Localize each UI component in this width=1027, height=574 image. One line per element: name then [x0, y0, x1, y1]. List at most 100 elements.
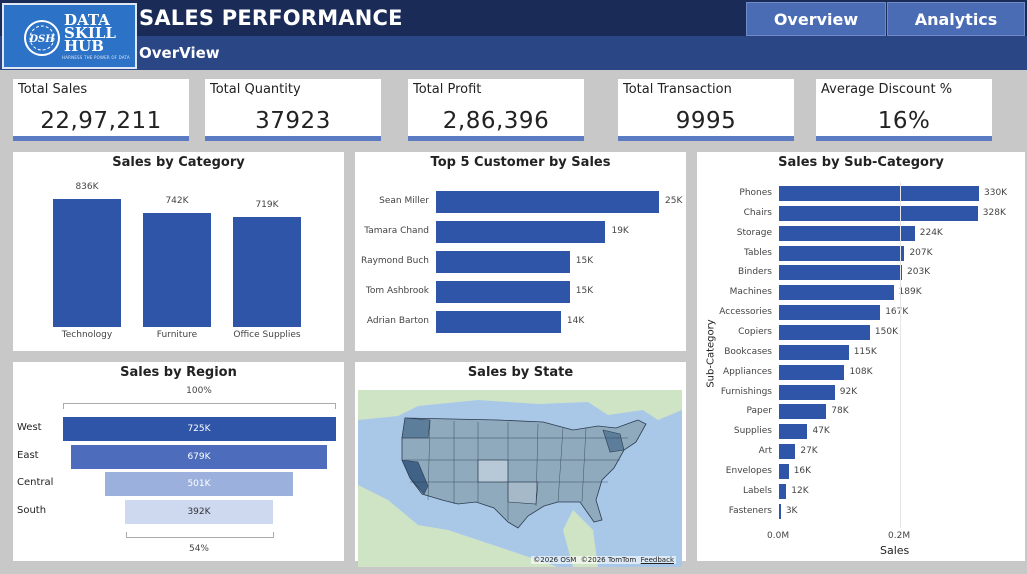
customer-name-label: Tamara Chand — [364, 226, 429, 236]
map-feedback-link[interactable]: Feedback — [640, 556, 674, 564]
sales-by-state-map-panel[interactable]: Sales by State ©2026 OSM ©20 — [355, 362, 686, 567]
bar-data-label: 15K — [575, 256, 594, 266]
sales-by-subcategory-chart[interactable]: Sales by Sub-Category Phones 330K Chairs 32… — [697, 152, 1025, 561]
region-name-label: West — [17, 422, 42, 433]
nav-overview-button[interactable]: Overview — [746, 2, 886, 36]
kpi-card-total-transaction: Total Transaction 9995 — [618, 79, 794, 141]
kpi-underline — [618, 136, 794, 141]
customer-name-label: Adrian Barton — [366, 316, 429, 326]
subcategory-label: Appliances — [723, 366, 772, 377]
subcategory-label: Fasteners — [728, 505, 772, 516]
bar-data-label: 3K — [785, 505, 798, 516]
subcategory-bar — [779, 205, 978, 221]
logo-wordmark: DATA SKILL HUB — [64, 11, 116, 55]
region-value-label: 725K — [187, 424, 211, 434]
kpi-value: 37923 — [255, 108, 331, 134]
bar-data-label: 224K — [919, 227, 943, 238]
region-funnel-bar — [71, 444, 327, 469]
customer-bar — [436, 311, 561, 333]
subcategory-bar — [779, 245, 905, 261]
bar-data-label: 150K — [874, 326, 898, 337]
bar-data-label: 207K — [909, 247, 933, 258]
subcategory-label: Accessories — [719, 307, 772, 318]
kpi-underline — [205, 136, 381, 141]
subcategory-bar — [779, 384, 835, 400]
bar-data-label: 12K — [791, 485, 809, 496]
customer-name-label: Tom Ashbrook — [365, 286, 429, 296]
svg-text:DSH: DSH — [28, 34, 55, 45]
logo-tagline: HARNESS THE POWER OF DATA — [62, 55, 130, 60]
subcategory-label: Envelopes — [725, 465, 772, 476]
category-bar — [143, 213, 211, 327]
customer-bar — [436, 251, 570, 273]
kpi-value: 9995 — [675, 108, 737, 134]
x-axis-title: Sales — [880, 544, 910, 557]
subcategory-bar — [779, 503, 781, 519]
subcategory-bar — [779, 483, 787, 499]
customer-bar — [436, 281, 570, 303]
subcategory-label: Phones — [739, 188, 772, 198]
funnel-top-percent: 100% — [186, 386, 212, 396]
us-map[interactable]: ©2026 OSM ©2026 TomTom Feedback — [358, 390, 682, 567]
subcategory-bar — [779, 444, 796, 460]
bar-data-label: 742K — [165, 196, 189, 207]
bar-data-label: 836K — [75, 182, 99, 192]
nav-analytics-button[interactable]: Analytics — [887, 2, 1025, 36]
sales-by-region-funnel[interactable]: Sales by Region 100% 725K West 679K East 501K… — [13, 362, 344, 561]
category-tick-label: Technology — [61, 330, 113, 340]
region-value-label: 679K — [187, 451, 211, 462]
subcategory-label: Chairs — [743, 207, 772, 218]
kpi-label: Average Discount % — [821, 82, 953, 97]
subcategory-label: Copiers — [738, 326, 772, 337]
page-subtitle: OverView — [139, 44, 220, 62]
subcategory-bar — [779, 424, 808, 440]
chart-title: Sales by Category — [112, 155, 245, 170]
kpi-label: Total Sales — [18, 82, 88, 97]
bar-data-label: 15K — [575, 286, 594, 296]
region-name-label: East — [17, 449, 39, 461]
map-graphic — [358, 390, 682, 567]
region-name-label: South — [17, 504, 47, 516]
category-bar — [53, 199, 121, 327]
subcategory-bar — [779, 186, 979, 201]
sales-by-category-chart[interactable]: Sales by Category 836K Technology 742K Furn… — [13, 152, 344, 351]
bar-data-label: 115K — [853, 346, 877, 357]
chart-title: Sales by State — [467, 365, 574, 380]
kpi-card-total-sales: Total Sales 22,97,211 — [13, 79, 189, 141]
gridline — [900, 182, 901, 528]
x-axis-tick: 0.0M — [767, 531, 790, 541]
category-bar — [233, 216, 301, 327]
funnel-bottom-bracket — [126, 532, 274, 538]
header-bar: DSH DATA SKILL HUB HARNESS THE POWER OF … — [0, 0, 1027, 70]
top5-customer-chart[interactable]: Top 5 Customer by Sales Sean Miller 25K Ta… — [355, 152, 686, 351]
bar-data-label: 330K — [984, 188, 1008, 198]
kpi-value: 22,97,211 — [40, 108, 162, 134]
kpi-card-total-quantity: Total Quantity 37923 — [205, 79, 381, 141]
data-skill-hub-logo: DSH DATA SKILL HUB HARNESS THE POWER OF … — [2, 3, 137, 69]
category-tick-label: Office Supplies — [233, 330, 301, 340]
kpi-value: 16% — [877, 108, 931, 134]
funnel-top-bracket — [63, 403, 336, 409]
bar-data-label: 92K — [839, 386, 858, 397]
kpi-label: Total Transaction — [623, 82, 732, 97]
region-funnel-bar — [62, 417, 336, 441]
bar-data-label: 25K — [665, 196, 683, 206]
funnel-bottom-percent: 54% — [188, 544, 209, 554]
subcategory-bar — [779, 364, 845, 380]
bar-data-label: 167K — [885, 307, 909, 318]
subcategory-label: Furnishings — [720, 386, 772, 397]
subcategory-bar — [779, 463, 789, 479]
dsh-badge-icon: DSH — [24, 20, 60, 56]
subcategory-label: Bookcases — [724, 346, 772, 357]
bar-data-label: 19K — [611, 226, 629, 236]
kpi-value: 2,86,396 — [442, 108, 550, 134]
kpi-card-average-discount: Average Discount % 16% — [816, 79, 992, 141]
bar-data-label: 27K — [800, 446, 818, 457]
subcategory-label: Machines — [729, 287, 772, 298]
subcategory-label: Labels — [743, 485, 772, 496]
bar-data-label: 189K — [898, 287, 922, 298]
region-funnel-bar — [125, 499, 273, 524]
subcategory-bar — [779, 225, 915, 241]
customer-bar — [436, 221, 606, 243]
bar-data-label: 719K — [255, 199, 279, 210]
